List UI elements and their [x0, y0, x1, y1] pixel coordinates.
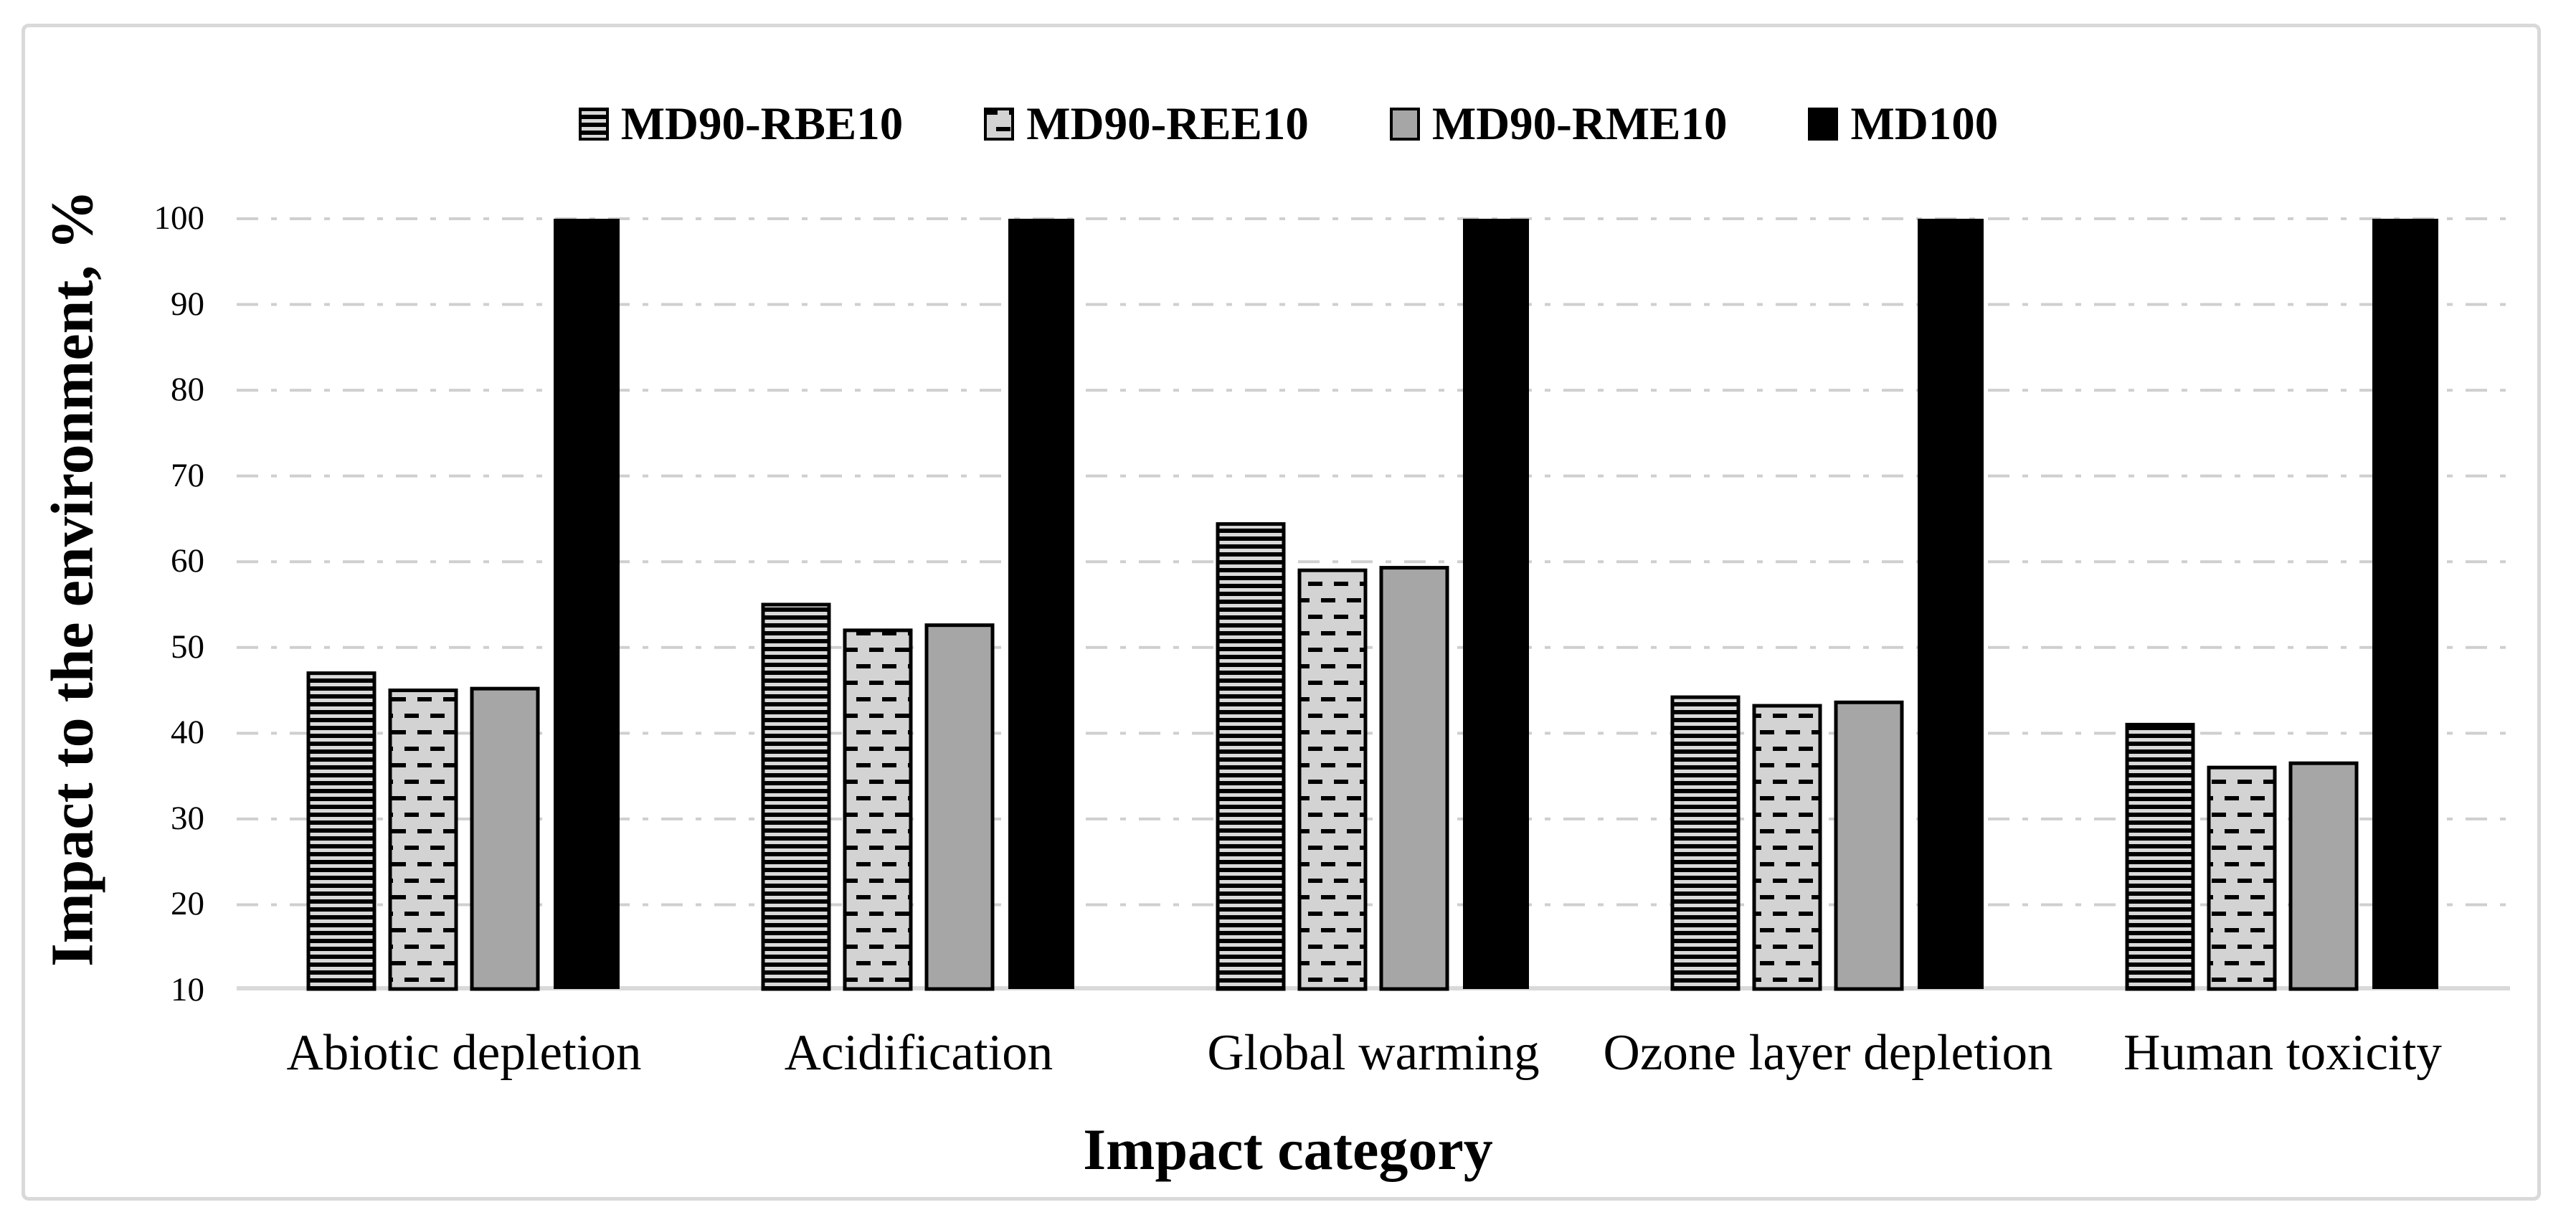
y-tick-label: 10	[171, 971, 204, 1008]
bar-md90-rbe10-2	[1216, 522, 1286, 991]
y-tick-label: 80	[171, 371, 204, 409]
legend-item-md90-rbe10: MD90-RBE10	[578, 98, 904, 150]
x-category-label: Human toxicity	[2123, 1025, 2442, 1081]
dashes-legend-marker-icon	[984, 108, 1015, 141]
legend-label: MD90-REE10	[1026, 98, 1309, 150]
legend-label: MD100	[1850, 98, 1999, 150]
bar-md90-rbe10-4	[2125, 722, 2195, 991]
x-category-label: Acidification	[784, 1025, 1053, 1081]
bar-md90-ree10-4	[2207, 765, 2277, 991]
bar-md90-rbe10-1	[761, 602, 831, 991]
bars	[306, 219, 2438, 991]
x-category-label: Global warming	[1207, 1025, 1540, 1081]
legend-label: MD90-RBE10	[620, 98, 904, 150]
y-tick-label: 100	[153, 199, 205, 237]
bar-md100-0	[554, 219, 620, 989]
bar-md90-rme10-0	[470, 686, 540, 991]
y-tick-label: 30	[171, 799, 204, 837]
bar-md90-ree10-3	[1752, 704, 1822, 991]
x-axis-title: Impact category	[1083, 1117, 1493, 1182]
y-tick-label: 60	[171, 542, 204, 580]
legend-item-md100: MD100	[1807, 98, 1999, 150]
x-category-label: Ozone layer depletion	[1603, 1025, 2053, 1081]
x-category-label: Abiotic depletion	[286, 1025, 642, 1081]
bar-md90-rbe10-0	[306, 671, 377, 991]
bar-md90-rme10-1	[924, 623, 995, 991]
legend-label: MD90-RME10	[1431, 98, 1728, 150]
bar-md90-ree10-1	[843, 628, 913, 991]
y-tick-label: 40	[171, 714, 204, 752]
y-tick-label: 70	[171, 456, 204, 494]
y-tick-label: 20	[171, 885, 204, 923]
y-tick-label: 90	[171, 285, 204, 323]
y-tick-label: 50	[171, 628, 204, 666]
x-axis-category-labels: Abiotic depletion Acidification Global war…	[237, 1024, 2510, 1096]
solid-black-legend-marker-icon	[1808, 108, 1839, 141]
stripes-legend-marker-icon	[578, 108, 609, 141]
legend: MD90-RBE10 MD90-REE10 MD90-RME10 MD100	[0, 85, 2576, 164]
legend-item-md90-rme10: MD90-RME10	[1389, 98, 1728, 150]
plot-area	[237, 217, 2510, 991]
solid-gray-legend-marker-icon	[1389, 108, 1420, 141]
bar-md90-rme10-4	[2288, 761, 2359, 991]
bar-md90-rme10-3	[1834, 700, 1904, 991]
bar-md100-1	[1008, 219, 1074, 989]
bar-md90-rme10-2	[1379, 566, 1449, 991]
bar-md100-4	[2372, 219, 2438, 989]
bar-md100-2	[1463, 219, 1529, 989]
legend-item-md90-ree10: MD90-REE10	[983, 98, 1309, 150]
bar-md90-ree10-2	[1297, 568, 1368, 991]
bar-md100-3	[1918, 219, 1984, 989]
bar-md90-ree10-0	[388, 689, 458, 991]
bar-md90-rbe10-3	[1670, 695, 1741, 991]
